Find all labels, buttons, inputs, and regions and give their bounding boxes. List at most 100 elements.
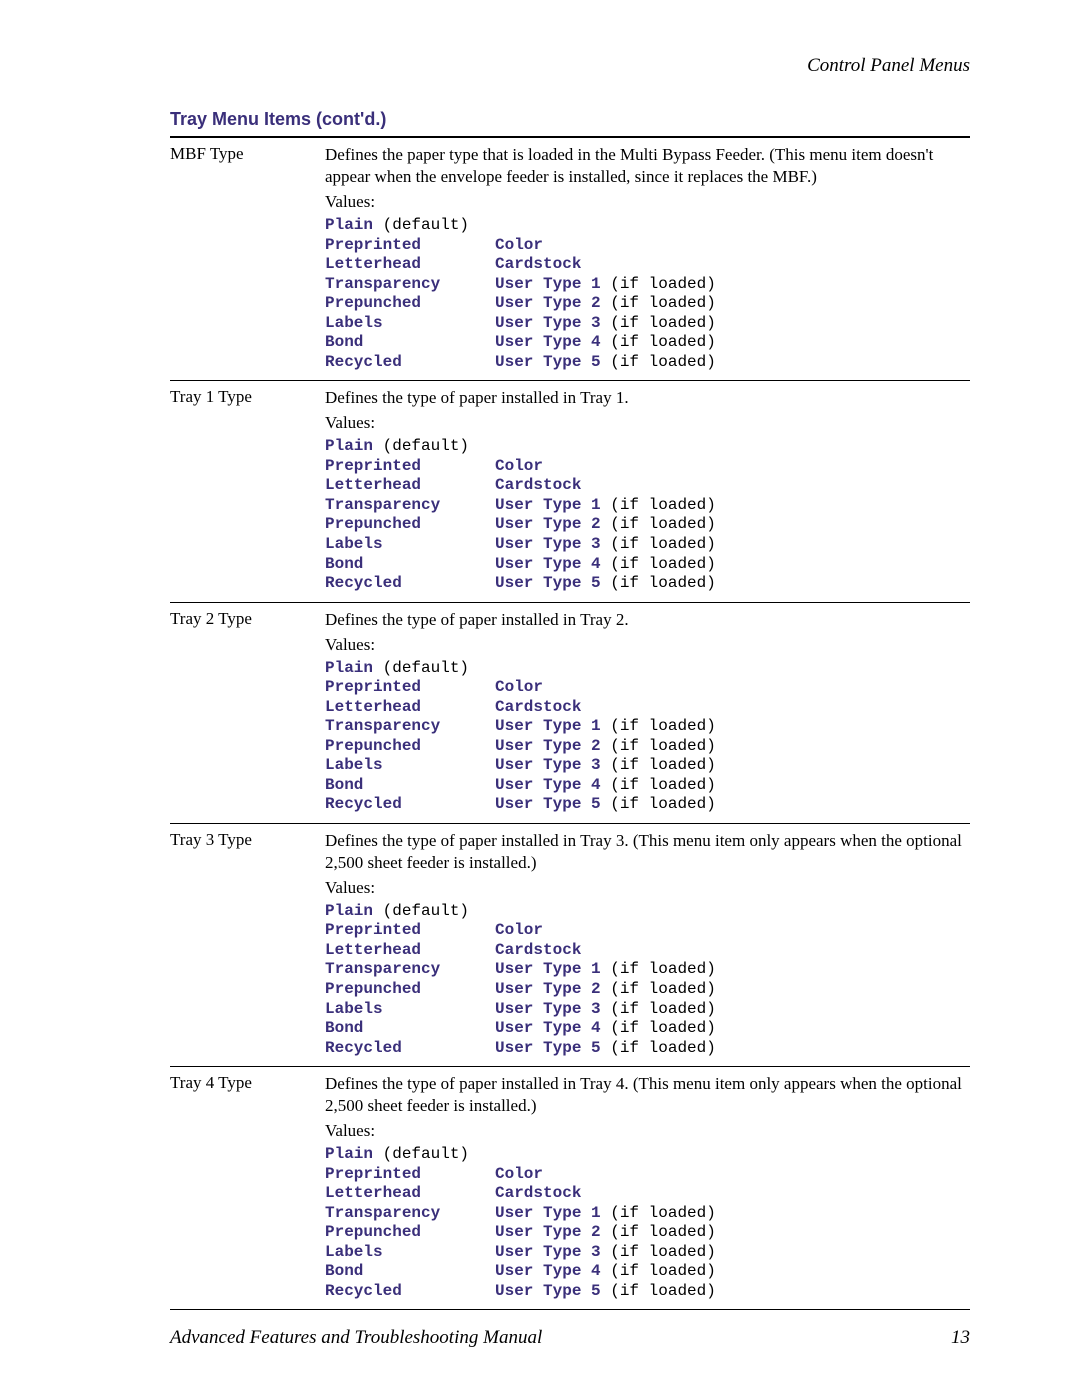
value-col2: User Type 3 (if loaded) bbox=[495, 756, 716, 776]
menu-item-description: Defines the type of paper installed in T… bbox=[325, 387, 970, 409]
value-note: (if loaded) bbox=[601, 1204, 716, 1222]
value-col1: Plain (default) bbox=[325, 902, 495, 922]
value-col1: Bond bbox=[325, 1262, 495, 1282]
value-col2: User Type 2 (if loaded) bbox=[495, 515, 716, 535]
value-col1: Recycled bbox=[325, 574, 495, 594]
menu-item-row: Tray 2 TypeDefines the type of paper ins… bbox=[170, 603, 970, 823]
value-col2: User Type 2 (if loaded) bbox=[495, 737, 716, 757]
value-name: User Type 4 bbox=[495, 1262, 601, 1280]
value-col2: Cardstock bbox=[495, 476, 581, 496]
menu-item-label: MBF Type bbox=[170, 144, 325, 372]
menu-item-label: Tray 1 Type bbox=[170, 387, 325, 593]
value-row: Preprinted Color bbox=[325, 236, 970, 256]
value-note: (if loaded) bbox=[601, 756, 716, 774]
value-row: TransparencyUser Type 1 (if loaded) bbox=[325, 496, 970, 516]
value-name: User Type 3 bbox=[495, 756, 601, 774]
value-col1: Plain (default) bbox=[325, 659, 495, 679]
value-col1: Bond bbox=[325, 1019, 495, 1039]
value-name: Cardstock bbox=[495, 476, 581, 494]
value-col1: Preprinted bbox=[325, 236, 495, 256]
value-col1: Transparency bbox=[325, 496, 495, 516]
value-note: (if loaded) bbox=[601, 776, 716, 794]
value-row: LetterheadCardstock bbox=[325, 1184, 970, 1204]
menu-item-label: Tray 2 Type bbox=[170, 609, 325, 815]
value-col1: Recycled bbox=[325, 1039, 495, 1059]
value-name: User Type 1 bbox=[495, 1204, 601, 1222]
value-row: LetterheadCardstock bbox=[325, 698, 970, 718]
value-row: PreprintedColor bbox=[325, 678, 970, 698]
value-col2: User Type 3 (if loaded) bbox=[495, 1000, 716, 1020]
value-note: (if loaded) bbox=[601, 795, 716, 813]
value-name: Prepunched bbox=[325, 1223, 421, 1241]
footer-page-number: 13 bbox=[951, 1327, 970, 1349]
value-name: Color bbox=[495, 1165, 543, 1183]
value-row: LetterheadCardstock bbox=[325, 255, 970, 275]
value-col2: User Type 4 (if loaded) bbox=[495, 555, 716, 575]
value-col1: Labels bbox=[325, 535, 495, 555]
menu-item-label: Tray 4 Type bbox=[170, 1073, 325, 1301]
value-row: Bond User Type 4 (if loaded) bbox=[325, 776, 970, 796]
value-name: Preprinted bbox=[325, 921, 421, 939]
value-name: Color bbox=[495, 921, 543, 939]
value-col2: Color bbox=[495, 457, 543, 477]
value-name: Bond bbox=[325, 776, 363, 794]
value-col1: Transparency bbox=[325, 1204, 495, 1224]
menu-item-description: Defines the type of paper installed in T… bbox=[325, 1073, 970, 1117]
menu-item-row: Tray 1 TypeDefines the type of paper ins… bbox=[170, 381, 970, 601]
menu-item-body: Defines the paper type that is loaded in… bbox=[325, 144, 970, 372]
value-name: Prepunched bbox=[325, 294, 421, 312]
value-col1: Letterhead bbox=[325, 698, 495, 718]
value-name: Recycled bbox=[325, 795, 402, 813]
values-block: Plain (default)Preprinted Color Letterhead… bbox=[325, 902, 970, 1058]
value-col1: Plain (default) bbox=[325, 437, 495, 457]
value-name: Preprinted bbox=[325, 236, 421, 254]
value-row: Preprinted Color bbox=[325, 921, 970, 941]
value-col1: Preprinted bbox=[325, 921, 495, 941]
menu-item-body: Defines the type of paper installed in T… bbox=[325, 387, 970, 593]
values-label: Values: bbox=[325, 1121, 970, 1141]
value-col2: Color bbox=[495, 678, 543, 698]
value-name: User Type 4 bbox=[495, 776, 601, 794]
value-note: (if loaded) bbox=[601, 1262, 716, 1280]
value-name: Recycled bbox=[325, 1039, 402, 1057]
value-note: (default) bbox=[373, 659, 469, 677]
values-block: Plain (default)PreprintedColorLetterhead… bbox=[325, 216, 970, 372]
value-note: (default) bbox=[373, 902, 469, 920]
value-name: Bond bbox=[325, 333, 363, 351]
footer-manual-title: Advanced Features and Troubleshooting Ma… bbox=[170, 1327, 542, 1349]
value-name: Prepunched bbox=[325, 980, 421, 998]
value-name: User Type 3 bbox=[495, 1243, 601, 1261]
value-col1: Labels bbox=[325, 1243, 495, 1263]
value-col1: Letterhead bbox=[325, 255, 495, 275]
value-name: Recycled bbox=[325, 1282, 402, 1300]
value-name: Letterhead bbox=[325, 255, 421, 273]
value-col2: Color bbox=[495, 1165, 543, 1185]
menu-item-body: Defines the type of paper installed in T… bbox=[325, 609, 970, 815]
value-row: PrepunchedUser Type 2 (if loaded) bbox=[325, 1223, 970, 1243]
value-note: (if loaded) bbox=[601, 960, 716, 978]
value-col1: Letterhead bbox=[325, 476, 495, 496]
value-col2: Cardstock bbox=[495, 1184, 581, 1204]
value-name: User Type 3 bbox=[495, 314, 601, 332]
value-row: RecycledUser Type 5 (if loaded) bbox=[325, 353, 970, 373]
value-note: (if loaded) bbox=[601, 1282, 716, 1300]
value-note: (if loaded) bbox=[601, 535, 716, 553]
value-note: (if loaded) bbox=[601, 314, 716, 332]
value-name: Transparency bbox=[325, 1204, 440, 1222]
value-name: Letterhead bbox=[325, 698, 421, 716]
value-name: User Type 4 bbox=[495, 555, 601, 573]
value-name: Color bbox=[495, 236, 543, 254]
value-row: Plain (default) bbox=[325, 216, 970, 236]
value-row: PreprintedColor bbox=[325, 457, 970, 477]
value-name: Bond bbox=[325, 1019, 363, 1037]
value-col2: User Type 1 (if loaded) bbox=[495, 960, 716, 980]
value-name: Transparency bbox=[325, 717, 440, 735]
value-name: User Type 2 bbox=[495, 294, 601, 312]
value-row: Plain (default) bbox=[325, 1145, 970, 1165]
value-row: LetterheadCardstock bbox=[325, 941, 970, 961]
values-label: Values: bbox=[325, 878, 970, 898]
value-row: PrepunchedUser Type 2 (if loaded) bbox=[325, 737, 970, 757]
value-col2: Color bbox=[495, 921, 543, 941]
value-col2: User Type 2 (if loaded) bbox=[495, 294, 716, 314]
value-name: Recycled bbox=[325, 574, 402, 592]
